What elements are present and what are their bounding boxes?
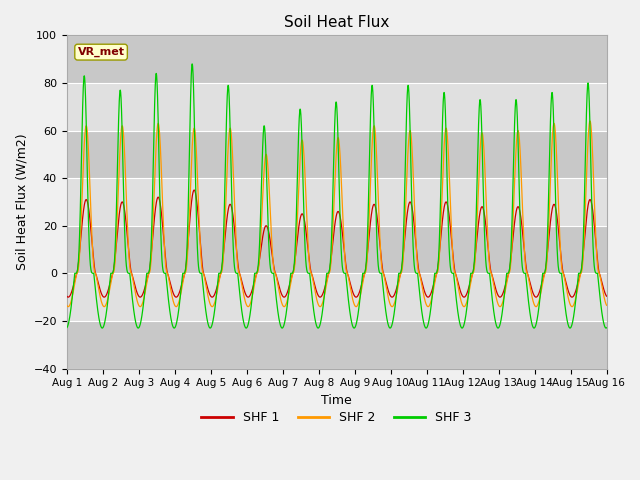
Text: VR_met: VR_met: [77, 47, 125, 57]
X-axis label: Time: Time: [321, 394, 352, 407]
Bar: [67, 321, 607, 369]
Title: Soil Heat Flux: Soil Heat Flux: [284, 15, 389, 30]
Bar: [67, 226, 607, 273]
Bar: [67, 36, 607, 83]
Bar: [67, 131, 607, 178]
Legend: SHF 1, SHF 2, SHF 3: SHF 1, SHF 2, SHF 3: [196, 406, 477, 429]
Y-axis label: Soil Heat Flux (W/m2): Soil Heat Flux (W/m2): [15, 133, 28, 270]
